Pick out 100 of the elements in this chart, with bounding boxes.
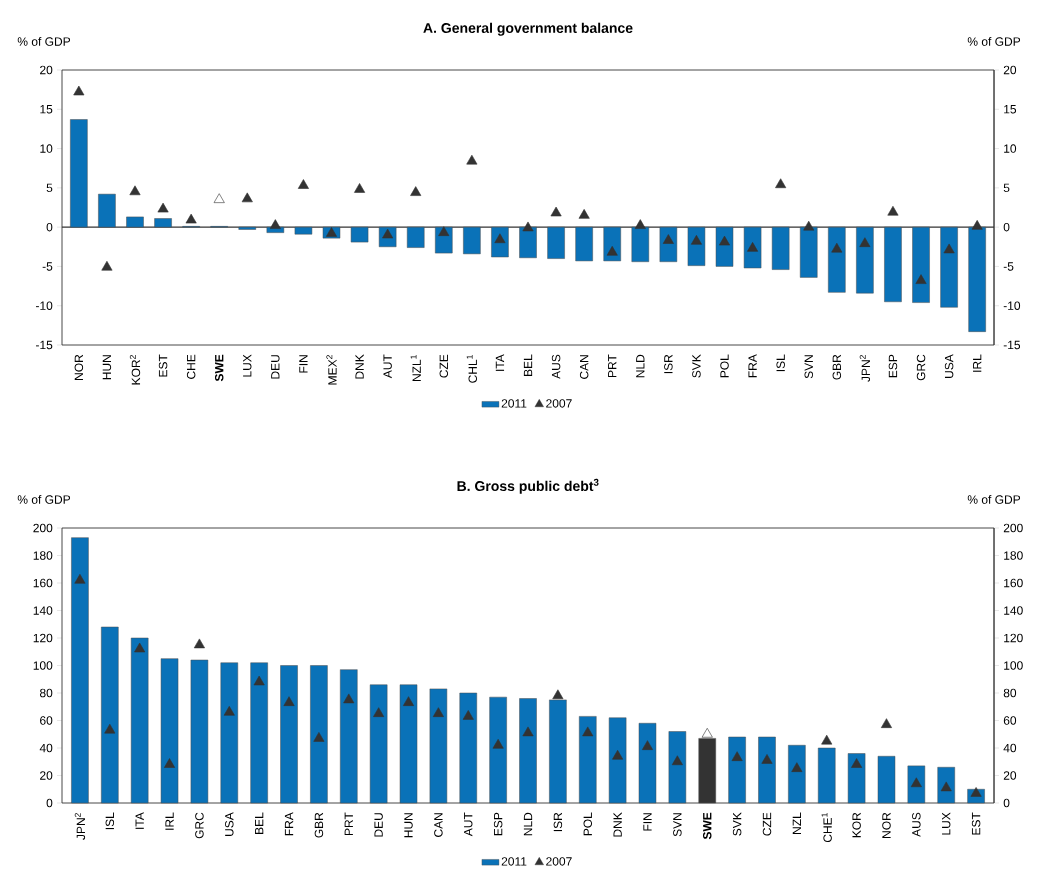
x-tick-label: ITA: [495, 354, 505, 371]
bar: [519, 698, 537, 804]
x-tick-label: SWE: [214, 354, 224, 382]
legend-label: 2011: [501, 857, 527, 866]
point: [74, 573, 86, 584]
point: [494, 233, 506, 244]
bar: [547, 226, 565, 259]
x-tick-label: LUX: [243, 354, 252, 377]
bar: [310, 665, 328, 804]
x-tick-label: ESP: [888, 354, 898, 378]
y-tick-label: -15: [35, 340, 53, 350]
x-tick-label: DNK: [355, 354, 364, 379]
bar: [608, 717, 627, 804]
point: [134, 642, 146, 653]
y-axis-title: % of GDP: [17, 37, 71, 46]
x-tick-label: AUT: [464, 812, 473, 837]
point: [671, 755, 683, 766]
point: [731, 751, 743, 761]
x-tick-label: DEU: [374, 813, 383, 837]
point: [283, 696, 295, 706]
point: [185, 213, 197, 224]
bar: [280, 665, 298, 804]
point: [326, 227, 337, 237]
y2-axis-title: % of GDP: [967, 495, 1021, 504]
x-tick-label: HUN: [102, 355, 112, 380]
x-tick-label: ISL: [776, 354, 785, 372]
point: [343, 693, 355, 704]
bar: [771, 226, 790, 270]
y-tick-label: -10: [35, 301, 53, 310]
point: [578, 209, 590, 219]
x-tick-label: ESP: [493, 812, 503, 836]
y-tick-label: 10: [40, 144, 53, 153]
point: [690, 234, 702, 245]
y2-axis-title: % of GDP: [967, 37, 1021, 46]
x-tick-label: CAN: [434, 813, 443, 837]
x-tick-label: CHE: [186, 354, 196, 379]
x-tick-label: IRL: [165, 812, 174, 830]
x-tick-label: AUT: [383, 354, 392, 379]
x-tick-label: ITA: [135, 812, 144, 829]
x-tick-label: AUS: [912, 812, 921, 837]
y2-tick-label: 140: [1004, 606, 1023, 615]
point: [104, 723, 116, 734]
y-tick-label: 20: [40, 65, 53, 75]
point: [522, 221, 534, 232]
bar: [631, 226, 650, 262]
x-tick-label: FRA: [748, 354, 757, 378]
y2-tick-label: 20: [1003, 65, 1017, 75]
point: [73, 85, 85, 96]
point: [269, 219, 281, 229]
point: [466, 154, 478, 165]
y2-tick-label: 200: [1003, 523, 1023, 533]
point: [701, 727, 713, 738]
bar: [817, 747, 836, 804]
y2-tick-label: -10: [1003, 301, 1021, 310]
x-tick-label: CZE: [762, 812, 772, 836]
legend-label: 2007: [546, 857, 572, 866]
y2-tick-label: 0: [1003, 798, 1010, 808]
bar: [98, 193, 116, 228]
point: [915, 274, 927, 284]
legend-label: 2011: [501, 399, 527, 408]
bar: [856, 226, 874, 294]
y-tick-label: 120: [33, 633, 53, 643]
point: [791, 762, 803, 772]
y2-tick-label: 100: [1004, 661, 1023, 670]
x-tick-label: USA: [225, 812, 234, 836]
x-tick-label: NZL: [792, 812, 801, 834]
y2-tick-label: 0: [1003, 222, 1010, 232]
point: [775, 178, 787, 189]
bar: [190, 659, 209, 804]
x-tick-label: JPN$^{2}$: [74, 813, 86, 840]
bar: [489, 696, 507, 804]
point: [719, 235, 731, 246]
bar: [160, 658, 179, 804]
point: [354, 183, 366, 193]
point: [297, 179, 309, 189]
bar: [638, 723, 657, 804]
bar: [399, 684, 418, 804]
point: [253, 675, 265, 686]
chart-title: A. General government balance: [423, 22, 633, 36]
point: [971, 220, 983, 230]
point: [382, 228, 394, 239]
y-tick-label: 60: [40, 716, 53, 725]
x-tick-label: SVK: [692, 354, 701, 378]
bar: [828, 226, 846, 293]
x-tick-label: KOR$^{2}$: [129, 355, 141, 385]
x-tick-label: PRT: [344, 812, 353, 836]
bar: [575, 226, 593, 262]
y2-tick-label: 60: [1003, 716, 1017, 725]
y2-tick-label: 40: [1003, 743, 1017, 753]
bar: [238, 226, 257, 230]
x-tick-label: SVK: [732, 812, 742, 836]
x-tick-label: NLD: [636, 354, 645, 378]
bar: [884, 226, 902, 303]
x-tick-label: POL: [583, 812, 593, 836]
point: [940, 781, 952, 792]
y-tick-label: 140: [33, 606, 53, 615]
point: [462, 710, 474, 720]
bar: [101, 626, 119, 804]
x-tick-label: JPN$^{2}$: [859, 355, 871, 382]
point: [821, 734, 833, 745]
